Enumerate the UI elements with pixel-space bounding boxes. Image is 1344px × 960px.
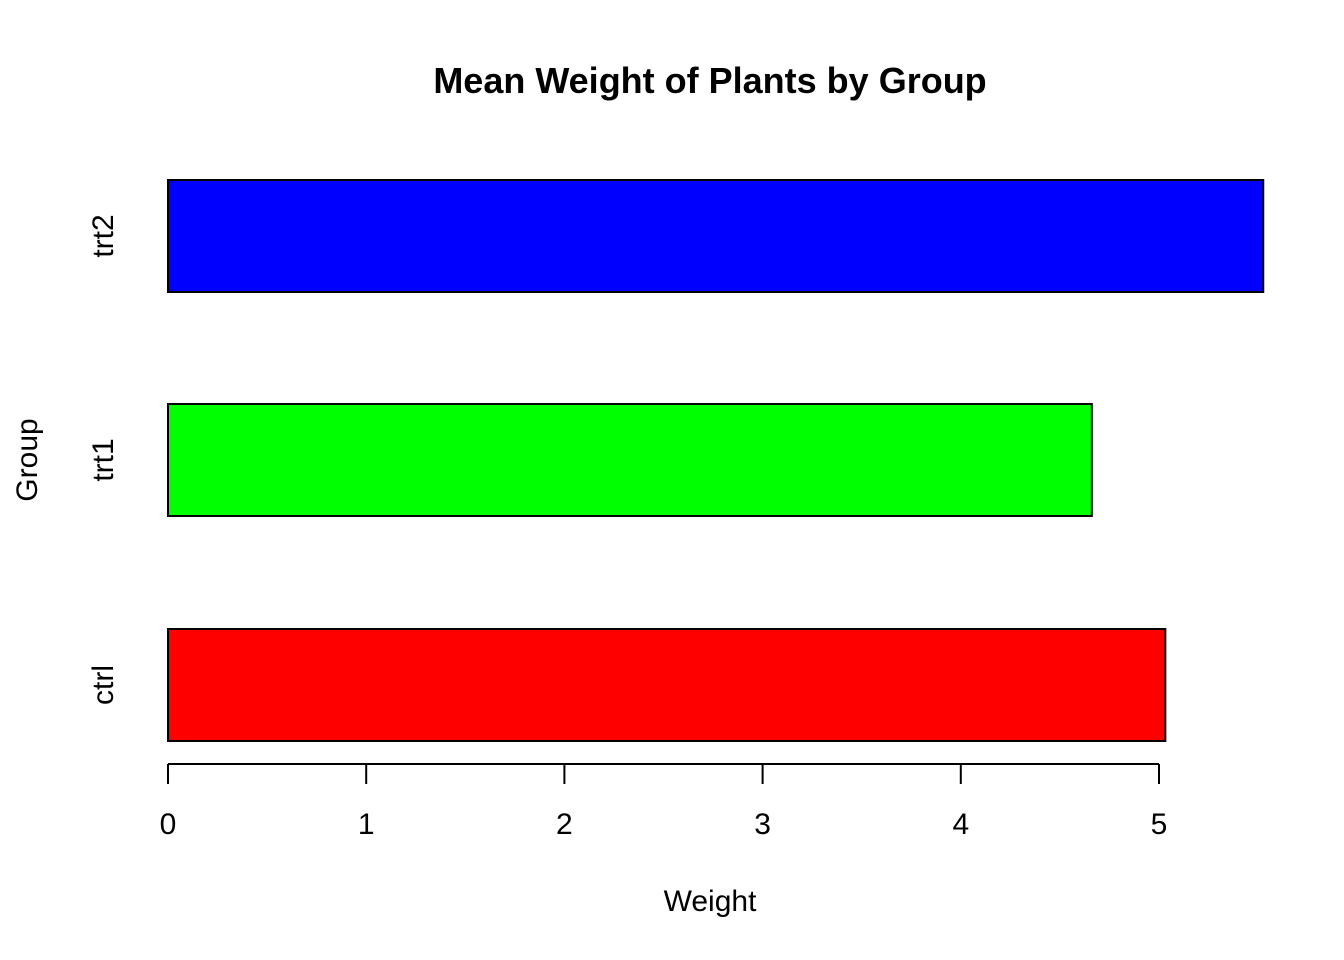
bar-trt2 — [167, 179, 1265, 293]
x-tick-label-4: 4 — [952, 808, 969, 841]
x-tick-label-0: 0 — [160, 808, 177, 841]
x-tick-label-2: 2 — [556, 808, 573, 841]
bar-trt1 — [167, 403, 1093, 517]
bar-ctrl — [167, 628, 1167, 742]
y-tick-labels: ctrl trt1 trt2 — [87, 214, 120, 705]
x-tick-label-5: 5 — [1151, 808, 1168, 841]
y-tick-label-trt2: trt2 — [87, 214, 120, 257]
y-axis-label: Group — [11, 418, 44, 501]
x-tick-label-3: 3 — [754, 808, 771, 841]
chart-title: Mean Weight of Plants by Group — [433, 60, 986, 101]
y-tick-label-trt1: trt1 — [87, 438, 120, 481]
x-axis-label: Weight — [664, 885, 757, 918]
x-tick-label-1: 1 — [358, 808, 375, 841]
x-axis: 0 1 2 3 4 5 — [160, 763, 1168, 841]
bars-layer — [167, 179, 1265, 742]
y-tick-label-ctrl: ctrl — [87, 665, 120, 705]
